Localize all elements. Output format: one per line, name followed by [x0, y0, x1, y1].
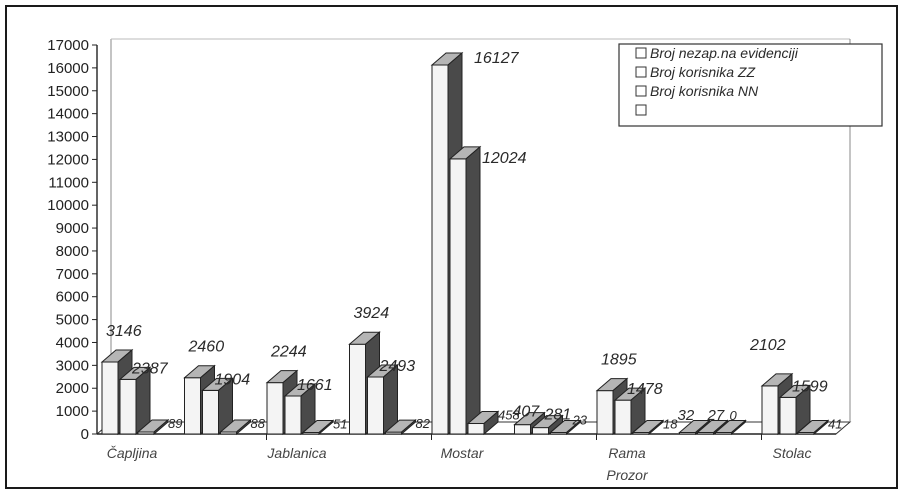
- bar-side: [731, 419, 746, 436]
- legend-entry: Broj nezap.na evidenciji: [650, 45, 799, 61]
- bar-side: [483, 410, 499, 436]
- data-label: 1599: [792, 378, 828, 395]
- data-label: 3924: [354, 305, 390, 322]
- data-label: 2387: [131, 360, 169, 377]
- y-tick-label: 11000: [48, 174, 89, 191]
- x-category-label: Čapljina: [107, 445, 158, 461]
- bar-front: [779, 396, 797, 435]
- y-tick-label: 0: [81, 426, 89, 443]
- data-label: 82: [416, 416, 431, 431]
- data-label: 27: [707, 407, 725, 424]
- data-label: 12024: [482, 150, 527, 167]
- bar-front: [349, 343, 366, 435]
- data-label: 41: [828, 417, 842, 432]
- y-tick-label: 4000: [56, 334, 89, 351]
- data-label: 1904: [215, 371, 251, 388]
- bar-side: [465, 145, 481, 436]
- y-tick-label: 10000: [47, 197, 89, 214]
- y-tick-label: 2000: [56, 380, 89, 397]
- bar-front: [101, 361, 119, 435]
- bar-front: [202, 389, 219, 435]
- y-tick-label: 8000: [56, 243, 89, 260]
- bar-side: [648, 419, 664, 436]
- x-category-label: Stolac: [773, 445, 812, 461]
- bar-front: [184, 377, 201, 435]
- x-category-label: Jablanica: [266, 445, 326, 461]
- data-label: 281: [544, 407, 572, 424]
- data-label: 32: [678, 407, 695, 424]
- bar-front: [431, 64, 449, 435]
- legend-swatch: [635, 104, 647, 116]
- y-tick-label: 9000: [56, 220, 89, 237]
- legend-swatch: [635, 85, 647, 97]
- data-label: 1478: [627, 381, 663, 398]
- y-tick-label: 12000: [47, 151, 89, 168]
- bar-side: [401, 419, 416, 436]
- data-label: 2460: [188, 339, 225, 356]
- data-label: 23: [572, 413, 588, 428]
- legend-swatch: [635, 47, 647, 59]
- bar-front: [367, 376, 384, 435]
- data-label: 2244: [270, 344, 307, 361]
- data-label: 458: [498, 408, 520, 423]
- data-label: 407: [513, 404, 541, 421]
- y-tick-label: 14000: [47, 106, 89, 123]
- bar-front: [449, 158, 467, 435]
- legend: Broj nezap.na evidenciji Broj korisnika Z…: [618, 43, 883, 127]
- bar-front: [514, 424, 531, 435]
- data-label: 51: [333, 417, 347, 432]
- y-tick-label: 6000: [56, 289, 89, 306]
- legend-swatch: [635, 66, 647, 78]
- y-tick-label: 16000: [47, 60, 89, 77]
- x-category-label-line2: Prozor: [606, 467, 649, 483]
- y-tick-label: 17000: [47, 37, 89, 54]
- bar-side: [813, 419, 829, 436]
- bar-side: [566, 419, 581, 436]
- bar-front: [284, 395, 302, 435]
- bar-side: [153, 418, 169, 436]
- data-label: 1661: [297, 377, 333, 394]
- x-category-label: Mostar: [441, 445, 485, 461]
- bar-front: [532, 427, 549, 435]
- y-tick-label: 13000: [47, 129, 89, 146]
- bar-front: [614, 399, 632, 435]
- data-label: 89: [168, 416, 182, 431]
- y-tick-label: 7000: [56, 266, 89, 283]
- data-label: 88: [251, 416, 266, 431]
- legend-box: [618, 43, 883, 127]
- data-label: 2102: [749, 337, 786, 354]
- bar-side: [318, 419, 334, 436]
- bar-front: [467, 423, 485, 435]
- data-label: 0: [730, 408, 738, 423]
- data-label: 3146: [106, 323, 142, 340]
- legend-entry: Broj korisnika ZZ: [650, 64, 755, 80]
- data-label: 1895: [601, 352, 637, 369]
- data-label: 2493: [379, 358, 416, 375]
- bar-front: [596, 390, 614, 435]
- y-tick-label: 1000: [56, 403, 89, 420]
- bar-front: [266, 382, 284, 435]
- bar-side: [236, 418, 251, 436]
- legend-entry: Broj korisnika NN: [650, 83, 759, 99]
- data-label: 18: [663, 417, 678, 432]
- y-tick-label: 3000: [56, 357, 89, 374]
- y-tick-label: 5000: [56, 312, 89, 329]
- y-tick-label: 15000: [47, 83, 89, 100]
- data-label: 16127: [474, 50, 520, 67]
- bar-front: [761, 385, 779, 435]
- bar-front: [119, 378, 137, 435]
- x-category-label: Rama: [608, 445, 646, 461]
